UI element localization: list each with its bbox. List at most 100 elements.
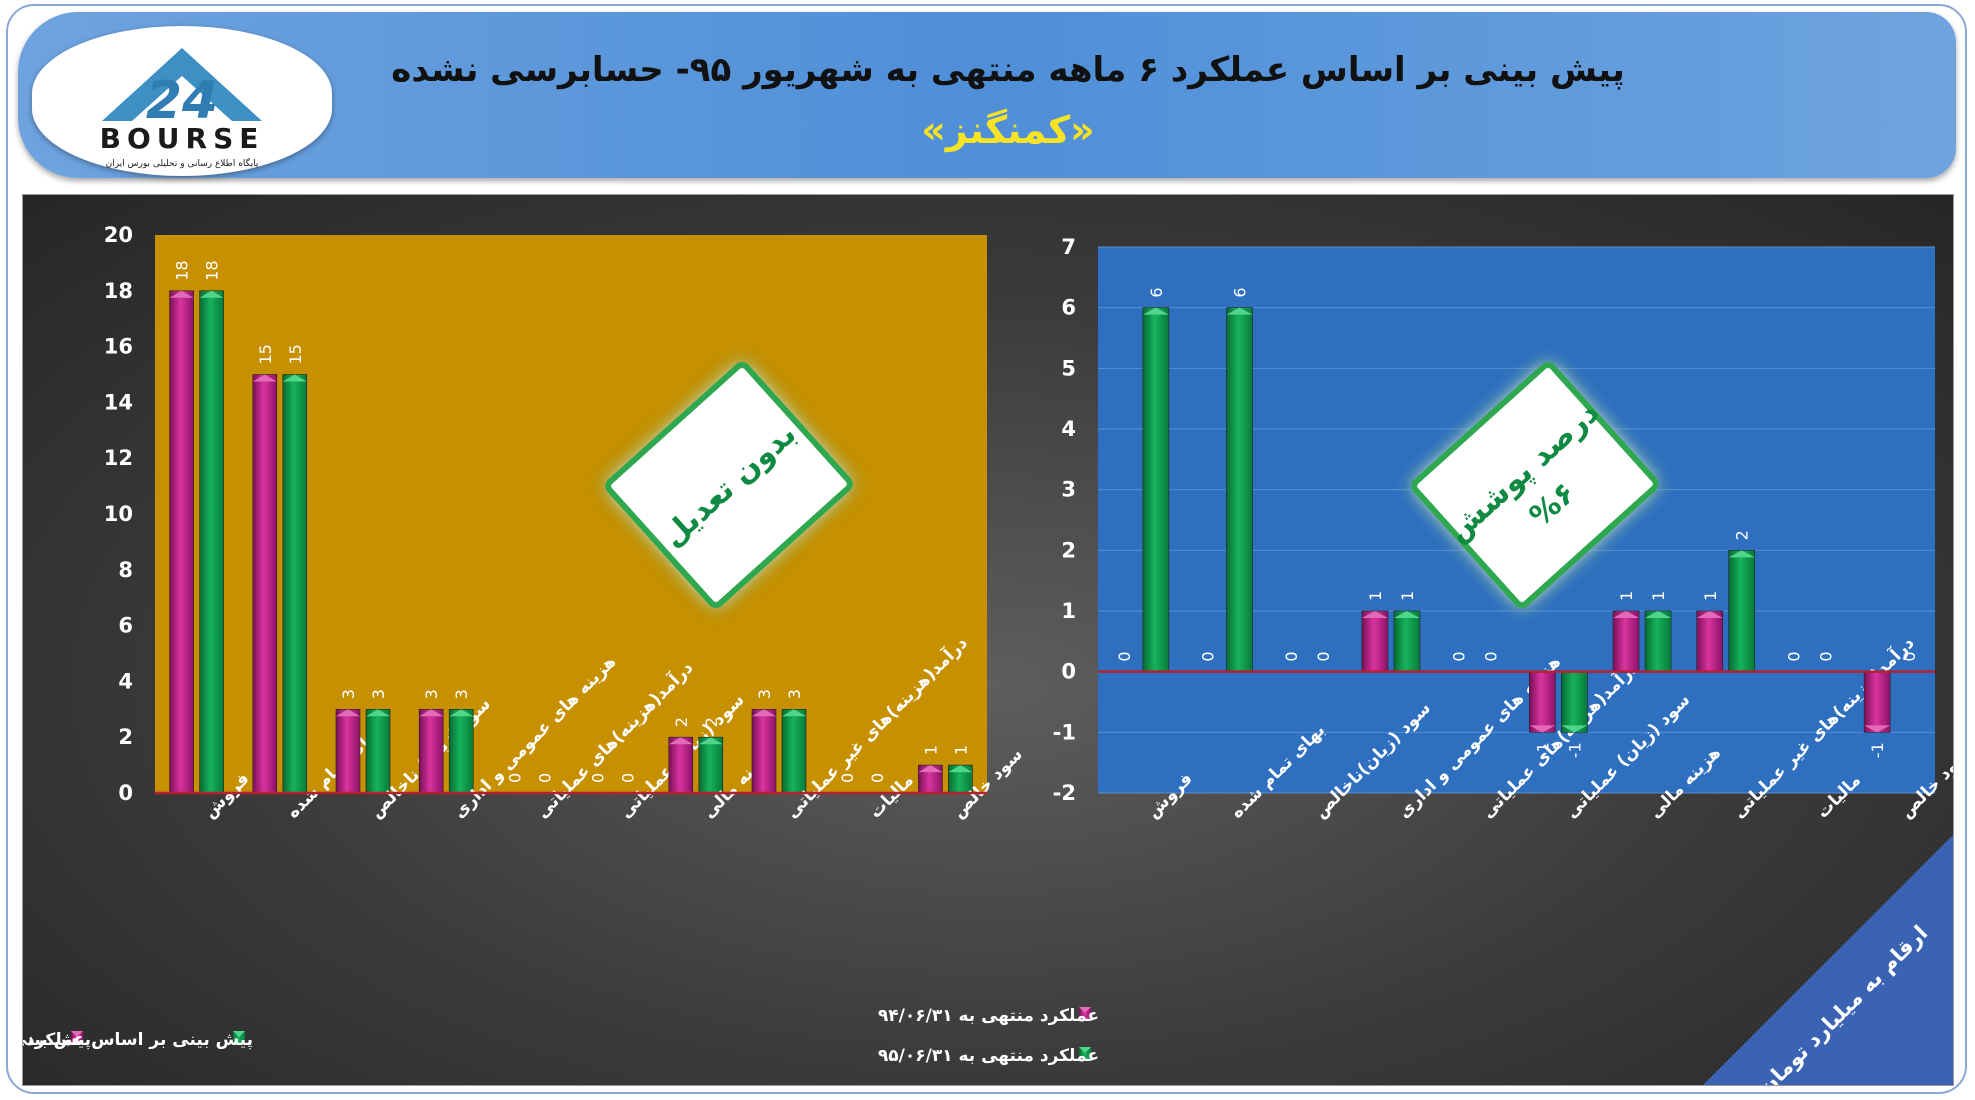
y-tick-label: 5 bbox=[1061, 356, 1076, 380]
bar-current bbox=[781, 708, 807, 794]
page-title: پیش بینی بر اساس عملکرد ۶ ماهه منتهی به … bbox=[391, 50, 1625, 90]
data-label: -1 bbox=[1533, 742, 1552, 758]
data-label: 0 bbox=[1450, 651, 1469, 661]
y-tick-label: -2 bbox=[1053, 781, 1076, 805]
bar-previous bbox=[1696, 610, 1724, 672]
logo-tagline: پایگاه اطلاع رسانی و تحلیلی بورس ایران bbox=[106, 157, 259, 169]
y-tick-label: 4 bbox=[118, 669, 133, 693]
data-label: 3 bbox=[339, 689, 358, 699]
data-label: 1 bbox=[1701, 591, 1720, 601]
data-label: -1 bbox=[1565, 742, 1584, 758]
data-label: 3 bbox=[369, 689, 388, 699]
y-tick-label: 3 bbox=[1061, 478, 1076, 502]
bar-cap bbox=[1529, 725, 1556, 733]
bar-previous bbox=[1361, 610, 1389, 672]
badge-no-adjustment: بدون تعدیل bbox=[605, 361, 853, 609]
data-label: 0 bbox=[1199, 651, 1218, 661]
data-label: 1 bbox=[921, 745, 940, 755]
bar-current bbox=[448, 708, 474, 794]
data-label: 3 bbox=[452, 689, 471, 699]
y-tick-label: 0 bbox=[1061, 660, 1076, 684]
header-banner bbox=[18, 12, 1956, 178]
data-label: 0 bbox=[838, 773, 857, 783]
company-name: «کمنگنز» bbox=[921, 108, 1095, 152]
data-label: 0 bbox=[1282, 651, 1301, 661]
bar-current bbox=[1644, 610, 1672, 672]
bar-current bbox=[365, 708, 391, 794]
data-label: 3 bbox=[785, 689, 804, 699]
data-label: 0 bbox=[1816, 651, 1835, 661]
y-tick-label: 10 bbox=[104, 502, 133, 526]
bar-cap bbox=[668, 737, 693, 745]
bar-cap bbox=[1613, 611, 1640, 618]
bar-cap bbox=[1864, 725, 1891, 733]
data-label: 0 bbox=[1900, 651, 1919, 661]
bar-cap bbox=[1393, 611, 1420, 618]
data-label: 0 bbox=[589, 773, 608, 783]
data-label: 0 bbox=[1482, 651, 1501, 661]
bar-cap bbox=[252, 374, 277, 382]
data-label: 15 bbox=[286, 344, 305, 364]
y-tick-label: 20 bbox=[104, 223, 133, 247]
y-tick-label: 6 bbox=[1061, 296, 1076, 320]
legend-swatch-cap bbox=[233, 1031, 245, 1037]
y-tick-label: 8 bbox=[118, 558, 133, 582]
logo-number: 24 bbox=[146, 71, 218, 131]
data-label: 18 bbox=[203, 260, 222, 280]
bar-cap bbox=[1142, 307, 1169, 315]
data-label: 1 bbox=[1398, 591, 1417, 601]
y-tick-label: 4 bbox=[1061, 417, 1076, 441]
bar-current bbox=[199, 290, 224, 794]
y-tick-label: 7 bbox=[1061, 235, 1076, 259]
bar-previous bbox=[1529, 671, 1556, 733]
data-label: 2 bbox=[702, 717, 721, 727]
bar-current bbox=[282, 374, 308, 794]
bar-cap bbox=[752, 709, 776, 717]
legend-swatch bbox=[233, 1031, 245, 1045]
data-label: 3 bbox=[422, 689, 441, 699]
badge-left-box bbox=[605, 361, 853, 609]
data-label: 1 bbox=[1617, 591, 1636, 601]
y-tick-label: 16 bbox=[104, 335, 133, 359]
y-tick-label: -1 bbox=[1053, 720, 1076, 744]
bar-cap bbox=[1645, 611, 1672, 618]
bar-previous bbox=[1612, 610, 1640, 672]
legend-swatch bbox=[1079, 1007, 1091, 1021]
data-label: 0 bbox=[619, 773, 638, 783]
corner-ribbon bbox=[1703, 835, 1953, 1085]
legend-label: عملکرد منتهی به ۹۴/۰۶/۳۱ bbox=[878, 1006, 1099, 1026]
bar-current bbox=[1393, 610, 1421, 672]
data-label: 0 bbox=[505, 773, 524, 783]
y-tick-label: 1 bbox=[1061, 599, 1076, 623]
bar-previous bbox=[751, 708, 777, 794]
data-label: 1 bbox=[1649, 591, 1668, 601]
legend-swatch bbox=[1079, 1047, 1091, 1061]
y-tick-label: 12 bbox=[104, 446, 133, 470]
y-tick-label: 18 bbox=[104, 279, 133, 303]
logo: 24 BOURSE پایگاه اطلاع رسانی و تحلیلی بو… bbox=[32, 26, 332, 176]
infographic-frame: 24 BOURSE پایگاه اطلاع رسانی و تحلیلی بو… bbox=[6, 4, 1967, 1094]
data-label: 15 bbox=[256, 344, 275, 364]
bar-cap bbox=[282, 374, 307, 382]
data-label: 1 bbox=[1366, 591, 1385, 601]
badge-coverage: درصد پوشش %۶ bbox=[1411, 361, 1659, 609]
legend-swatch-cap bbox=[1079, 1007, 1091, 1013]
data-label: 6 bbox=[1231, 287, 1250, 297]
bar-previous bbox=[169, 290, 194, 794]
data-label: 3 bbox=[755, 689, 774, 699]
bar-cap bbox=[948, 765, 973, 773]
bar-cap bbox=[449, 709, 474, 717]
bar-current bbox=[1142, 307, 1170, 672]
bar-cap bbox=[1561, 725, 1588, 733]
bar-cap bbox=[782, 709, 806, 717]
bar-cap bbox=[1696, 611, 1723, 618]
legend-label: عملکرد منتهی به ۹۵/۰۶/۳۱ bbox=[878, 1046, 1099, 1066]
legend-swatch-cap bbox=[71, 1031, 83, 1037]
charts-panel: 0 2 4 6 8 10 12 14 16 18 20 18 18 فروش 15 15 بهای تمام ش… bbox=[8, 194, 1965, 1092]
bar-previous bbox=[418, 708, 444, 794]
bar-cap bbox=[419, 709, 444, 717]
bar-cap bbox=[199, 290, 224, 298]
